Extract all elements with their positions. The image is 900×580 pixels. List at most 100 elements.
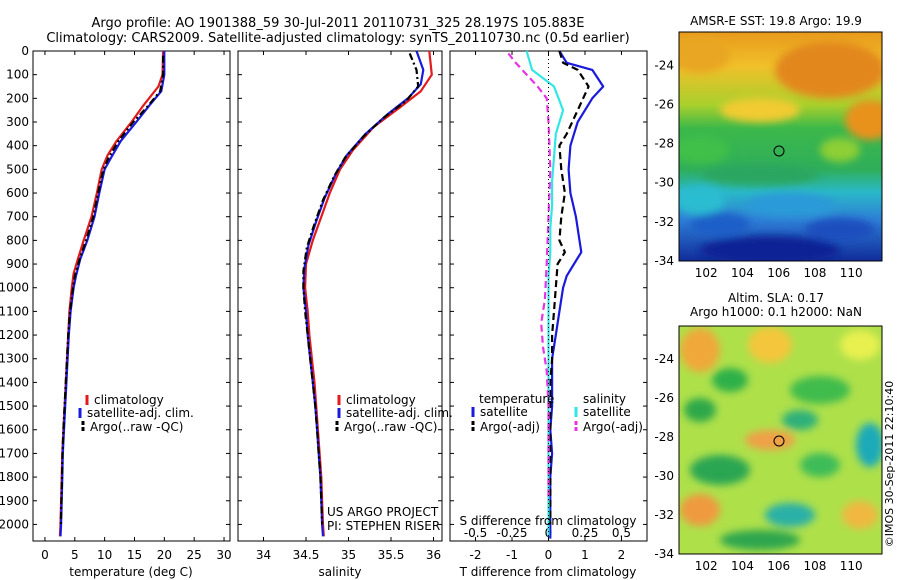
- legend-argo-label: Argo(..raw -QC): [90, 420, 183, 434]
- y-tick-label: 1400: [0, 375, 29, 389]
- legend-argo-label: Argo(..raw -QC): [344, 420, 437, 434]
- legend-satellite-label: satellite-adj. clim.: [87, 406, 194, 420]
- x-tick-label: 2: [618, 548, 626, 562]
- y-tick-label: 700: [6, 210, 29, 224]
- x-tick-label: 34: [256, 548, 271, 562]
- legend-t-satellite-label: satellite: [480, 405, 528, 419]
- legend-climatology-label: climatology: [94, 393, 164, 407]
- x-tick-label: 5: [71, 548, 79, 562]
- x-tick-label: 25: [187, 548, 202, 562]
- difference-argo-adj-line: [507, 52, 552, 501]
- sst-map-title: AMSR-E SST: 19.8 Argo: 19.9: [690, 14, 862, 28]
- legend-s-argo-label: Argo(-adj): [583, 420, 643, 434]
- x-tick-label: 20: [157, 548, 172, 562]
- y-tick-label: 1500: [0, 399, 29, 413]
- x-tick-label-salinity: -0.25: [496, 526, 527, 540]
- salinity-plot-area: [237, 50, 443, 542]
- legend-climatology-label: climatology: [346, 393, 416, 407]
- x-tick-label: 1: [581, 548, 589, 562]
- legend-s-satellite-label: satellite: [583, 405, 631, 419]
- s-difference-axis-label: S difference from climatology: [460, 514, 637, 528]
- map-x-tick-label: 106: [767, 559, 790, 573]
- project-credit: US ARGO PROJECT: [327, 505, 439, 519]
- pi-credit: PI: STEPHEN RISER: [327, 519, 440, 533]
- x-tick-label: -2: [470, 548, 482, 562]
- map-x-tick-label: 110: [840, 266, 863, 280]
- temperature-legend: climatology satellite-adj. clim. Argo(..…: [78, 393, 194, 434]
- salinity-argo-raw-qc-line: [302, 52, 420, 525]
- map-x-tick-label: 108: [803, 266, 826, 280]
- y-tick-label: 1300: [0, 352, 29, 366]
- salinity-legend: climatology satellite-adj. clim. Argo(..…: [335, 393, 453, 434]
- sla-argo-location-marker: [773, 435, 785, 447]
- map-x-tick-label: 102: [695, 559, 718, 573]
- map-x-tick-label: 110: [840, 559, 863, 573]
- y-tick-label: 800: [6, 233, 29, 247]
- imos-timestamp: ©IMOS 30-Sep-2011 22:10:40: [883, 381, 896, 547]
- x-tick-label: 35: [341, 548, 356, 562]
- x-tick-label: 0: [545, 548, 553, 562]
- map-y-tick-label: -28: [654, 137, 674, 151]
- sst-map-image: [679, 32, 882, 261]
- map-y-tick-label: -26: [654, 97, 674, 111]
- legend-satellite-label: satellite-adj. clim.: [346, 406, 453, 420]
- x-tick-label-salinity: 0.5: [612, 526, 631, 540]
- y-tick-label: 1600: [0, 423, 29, 437]
- y-tick-label: 1800: [0, 470, 29, 484]
- map-y-tick-label: -30: [654, 176, 674, 190]
- map-x-tick-label: 104: [731, 559, 754, 573]
- map-y-tick-label: -34: [654, 547, 674, 561]
- map-x-tick-label: 106: [767, 266, 790, 280]
- map-y-tick-label: -28: [654, 430, 674, 444]
- sla-map-title: Altim. SLA: 0.17: [728, 291, 824, 305]
- y-tick-label: 1700: [0, 446, 29, 460]
- temperature-argo-raw-qc-line: [59, 55, 165, 525]
- x-tick-label: 15: [127, 548, 142, 562]
- map-y-tick-label: -30: [654, 469, 674, 483]
- legend-t-argo-label: Argo(-adj): [480, 420, 540, 434]
- x-tick-label: -1: [506, 548, 518, 562]
- temperature-satellite-adj-clim-line: [59, 51, 166, 537]
- y-tick-label: 100: [6, 68, 29, 82]
- figure-title: Argo profile: AO 1901388_59 30-Jul-2011 …: [91, 16, 584, 31]
- sla-map-subtitle: Argo h1000: 0.1 h2000: NaN: [690, 305, 862, 319]
- y-tick-label: 1900: [0, 494, 29, 508]
- sla-map-image: [679, 326, 882, 554]
- x-tick-label-salinity: 0.25: [572, 526, 599, 540]
- sst-argo-location-marker: [773, 145, 785, 157]
- temperature-climatology-line: [58, 50, 165, 537]
- map-y-tick-label: -34: [654, 254, 674, 268]
- difference-legend: temperature satellite Argo(-adj) salinit…: [471, 392, 643, 434]
- temperature-plot-area: [32, 50, 231, 542]
- difference-satellite-line: [549, 50, 605, 539]
- x-tick-label: 34.5: [293, 548, 320, 562]
- y-tick-label: 500: [6, 162, 29, 176]
- map-x-tick-label: 108: [803, 559, 826, 573]
- y-tick-label: 300: [6, 115, 29, 129]
- t-difference-axis-label: T difference from climatology: [459, 565, 637, 579]
- x-tick-label: 35.5: [378, 548, 405, 562]
- y-tick-label: 1100: [0, 304, 29, 318]
- salinity-climatology-line: [304, 50, 433, 537]
- y-tick-label: 1000: [0, 281, 29, 295]
- map-y-tick-label: -24: [654, 58, 674, 72]
- map-x-tick-label: 104: [731, 266, 754, 280]
- y-tick-label: 0: [21, 44, 29, 58]
- y-tick-label: 2000: [0, 517, 29, 531]
- x-tick-label: 36: [426, 548, 441, 562]
- legend-temperature-title: temperature: [479, 392, 554, 406]
- salinity-axis-label: salinity: [318, 565, 361, 579]
- map-y-tick-label: -26: [654, 391, 674, 405]
- map-x-tick-label: 102: [695, 266, 718, 280]
- y-tick-label: 900: [6, 257, 29, 271]
- map-y-tick-label: -32: [654, 215, 674, 229]
- y-tick-label: 1200: [0, 328, 29, 342]
- y-tick-label: 200: [6, 91, 29, 105]
- x-tick-label: 0: [41, 548, 49, 562]
- legend-salinity-title: salinity: [583, 392, 626, 406]
- map-y-tick-label: -32: [654, 508, 674, 522]
- difference-argo-adj-line: [549, 50, 590, 525]
- x-tick-label: 10: [97, 548, 112, 562]
- x-tick-label: 30: [216, 548, 231, 562]
